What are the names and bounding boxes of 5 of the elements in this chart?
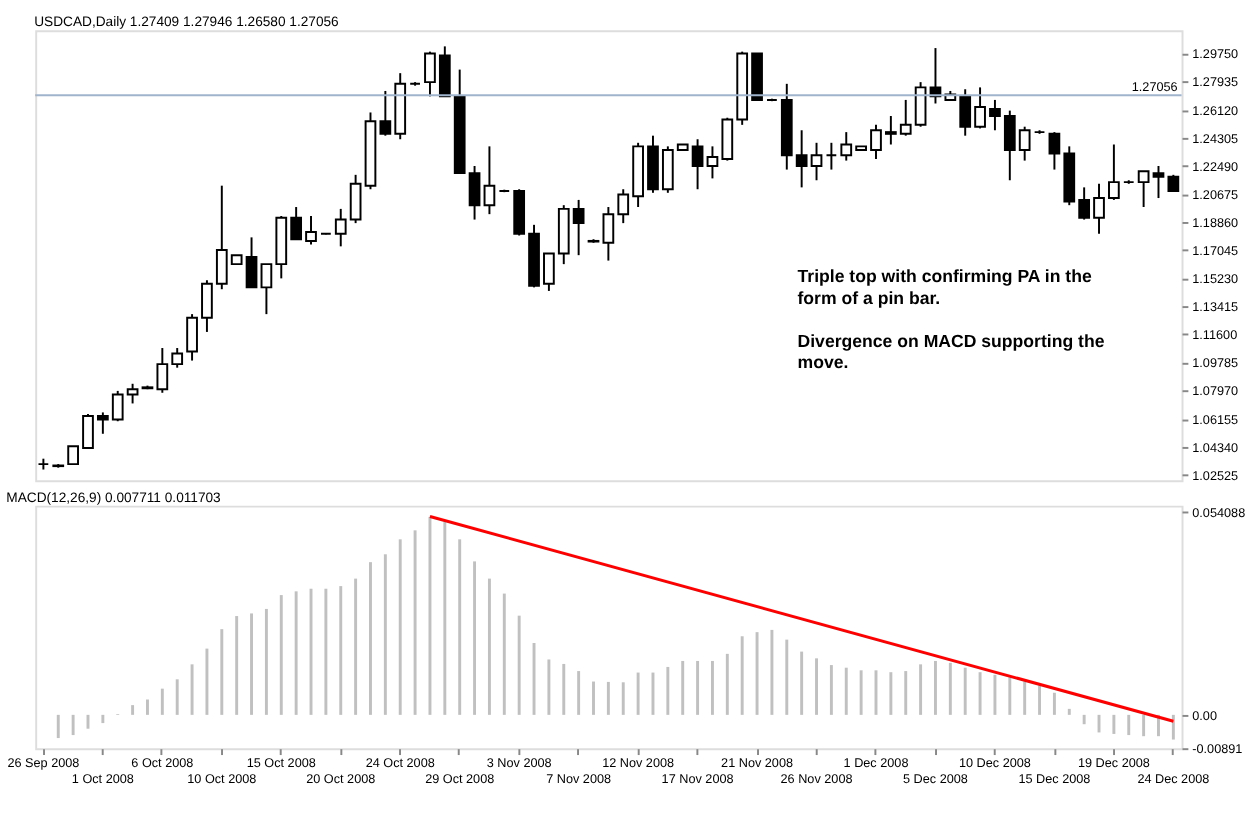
annotation: Divergence on MACD supporting the move.	[797, 330, 1105, 373]
candlestick	[483, 145, 496, 216]
candlestick	[1137, 170, 1150, 209]
candlestick	[825, 141, 838, 171]
annotation: Triple top with confirming PA in the form of a pin bar.	[797, 266, 1092, 308]
